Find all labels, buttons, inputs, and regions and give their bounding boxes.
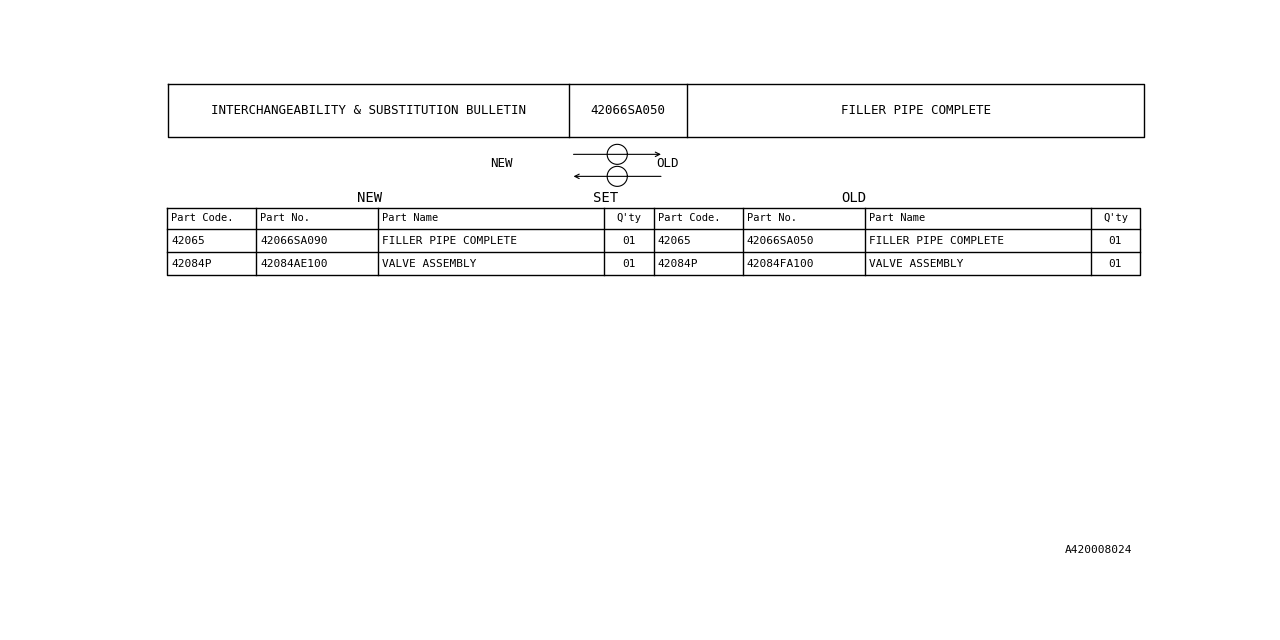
Text: 42066SA090: 42066SA090: [260, 236, 328, 246]
Text: FILLER PIPE COMPLETE: FILLER PIPE COMPLETE: [841, 104, 991, 117]
Text: SET: SET: [593, 191, 618, 205]
Text: 01: 01: [622, 236, 635, 246]
Text: FILLER PIPE COMPLETE: FILLER PIPE COMPLETE: [383, 236, 517, 246]
Text: A420008024: A420008024: [1065, 545, 1133, 556]
Text: Q'ty: Q'ty: [616, 214, 641, 223]
Text: FILLER PIPE COMPLETE: FILLER PIPE COMPLETE: [869, 236, 1004, 246]
Text: Q'ty: Q'ty: [1103, 214, 1128, 223]
Text: Part Name: Part Name: [869, 214, 925, 223]
Text: VALVE ASSEMBLY: VALVE ASSEMBLY: [383, 259, 476, 269]
Text: 01: 01: [1108, 236, 1123, 246]
Text: 42066SA050: 42066SA050: [590, 104, 666, 117]
Text: 42084FA100: 42084FA100: [746, 259, 814, 269]
Text: INTERCHANGEABILITY & SUBSTITUTION BULLETIN: INTERCHANGEABILITY & SUBSTITUTION BULLET…: [211, 104, 526, 117]
Text: Part No.: Part No.: [260, 214, 310, 223]
Text: NEW: NEW: [490, 157, 512, 170]
Text: Part Name: Part Name: [383, 214, 439, 223]
Text: 42065: 42065: [172, 236, 205, 246]
Text: Part No.: Part No.: [746, 214, 797, 223]
Text: 01: 01: [1108, 259, 1123, 269]
Text: 42066SA050: 42066SA050: [746, 236, 814, 246]
Text: OLD: OLD: [657, 157, 678, 170]
Text: 42084AE100: 42084AE100: [260, 259, 328, 269]
Text: 42084P: 42084P: [172, 259, 211, 269]
Text: OLD: OLD: [841, 191, 867, 205]
Text: Part Code.: Part Code.: [658, 214, 721, 223]
Text: VALVE ASSEMBLY: VALVE ASSEMBLY: [869, 259, 964, 269]
Text: 42065: 42065: [658, 236, 691, 246]
Text: 01: 01: [622, 259, 635, 269]
Text: Part Code.: Part Code.: [172, 214, 233, 223]
Text: 42084P: 42084P: [658, 259, 698, 269]
Text: NEW: NEW: [357, 191, 381, 205]
